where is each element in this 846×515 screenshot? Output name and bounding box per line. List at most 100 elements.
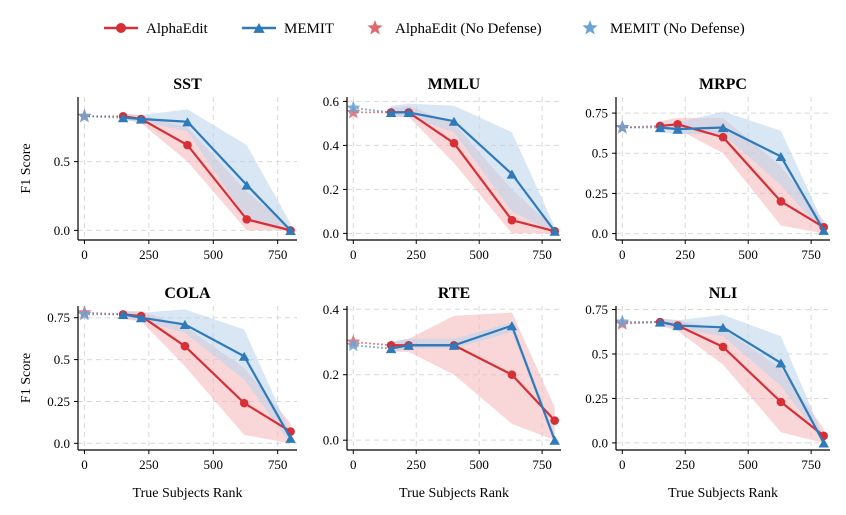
y-tick-label: 0.25 xyxy=(585,186,608,201)
alpha-point xyxy=(776,397,786,407)
memit-point xyxy=(385,107,397,117)
memit-point xyxy=(238,351,250,361)
y-tick-label: 0.2 xyxy=(323,367,339,382)
legend-label: MEMIT xyxy=(284,21,334,37)
subplot-grid: 0 250 500 750 0.0 0.5 SST F1 Score 0 250 500 750 0.0… xyxy=(19,76,830,501)
subplot-title: MMLU xyxy=(428,76,481,93)
subplot-title: SST xyxy=(173,76,202,93)
y-tick-label: 0.5 xyxy=(54,352,70,367)
legend-entry-2: MEMIT xyxy=(242,21,334,37)
alpha-no-defense-star xyxy=(346,104,361,119)
legend-entry-3: AlphaEdit (No Defense) xyxy=(367,20,542,37)
subplot-title: RTE xyxy=(438,285,470,302)
subplot-cola: 0 250 500 750 0.0 0.25 0.5 0.75 COLA F1 Score True… xyxy=(19,285,297,501)
x-tick-label: 250 xyxy=(139,247,159,262)
x-tick-label: 250 xyxy=(406,247,426,262)
x-axis-label: True Subjects Rank xyxy=(133,486,243,501)
y-tick-label: 0.5 xyxy=(592,347,608,362)
alpha-point xyxy=(550,416,560,425)
y-tick-label: 0.0 xyxy=(592,226,608,241)
memit-point xyxy=(654,123,666,133)
memit-point xyxy=(285,225,296,235)
subplot-nli: 0 250 500 750 0.0 0.25 0.5 0.75 NLI True Subjects… xyxy=(585,285,830,501)
x-tick-label: 250 xyxy=(406,457,426,472)
subplot-title: NLI xyxy=(709,285,737,302)
legend-entry-4: MEMIT (No Defense) xyxy=(582,20,745,37)
memit-point xyxy=(672,124,683,134)
x-tick-label: 500 xyxy=(204,247,224,262)
x-tick-label: 500 xyxy=(738,457,758,472)
x-tick-label: 500 xyxy=(469,247,489,262)
memit-confidence-band xyxy=(123,109,291,231)
alpha-point xyxy=(239,398,249,408)
memit-point xyxy=(117,113,129,123)
x-tick-label: 0 xyxy=(81,457,88,472)
memit-no-defense-star xyxy=(77,306,92,321)
memit-confidence-band xyxy=(123,309,291,444)
y-tick-label: 0.0 xyxy=(592,435,608,450)
legend-label: MEMIT (No Defense) xyxy=(610,21,745,37)
y-tick-label: 0.4 xyxy=(323,138,340,153)
x-tick-label: 0 xyxy=(350,457,357,472)
memit-point xyxy=(135,313,147,323)
alpha-point xyxy=(776,197,786,206)
memit-point xyxy=(717,123,729,133)
y-tick-label: 0.0 xyxy=(54,223,70,238)
y-tick-label: 0.0 xyxy=(323,226,339,241)
memit-point xyxy=(135,114,147,124)
y-axis-label: F1 Score xyxy=(19,143,34,193)
memit-point xyxy=(775,151,787,162)
memit-point xyxy=(179,319,191,329)
memit-no-defense-connector xyxy=(353,344,392,350)
x-tick-label: 0 xyxy=(619,457,626,472)
memit-point xyxy=(385,344,397,354)
alpha-point xyxy=(242,215,252,224)
memit-confidence-band xyxy=(660,111,824,234)
memit-point xyxy=(403,340,414,350)
subplot-rte: 0 250 500 750 0.0 0.2 0.4 RTE True Subjects Rank xyxy=(323,285,561,501)
x-tick-label: 750 xyxy=(532,457,552,472)
legend-label: AlphaEdit xyxy=(146,21,208,37)
x-tick-label: 750 xyxy=(268,247,288,262)
memit-point xyxy=(117,309,129,319)
alpha-point xyxy=(180,341,190,351)
y-axis-label: F1 Score xyxy=(19,353,34,403)
x-tick-label: 750 xyxy=(532,247,552,262)
y-tick-label: 0.5 xyxy=(54,154,70,169)
x-tick-label: 250 xyxy=(675,457,695,472)
legend-label: AlphaEdit (No Defense) xyxy=(395,21,542,37)
alpha-confidence-band xyxy=(123,311,291,444)
x-tick-label: 500 xyxy=(469,457,489,472)
subplot-mmlu: 0 250 500 750 0.0 0.2 0.4 0.6 MMLU xyxy=(323,76,561,262)
y-tick-label: 0.75 xyxy=(585,302,608,317)
memit-point xyxy=(403,107,414,117)
alpha-point xyxy=(673,120,682,129)
memit-point xyxy=(285,433,296,443)
legend-star-marker xyxy=(582,20,598,35)
subplot-title: COLA xyxy=(164,285,211,302)
x-axis-label: True Subjects Rank xyxy=(399,486,509,501)
memit-no-defense-star xyxy=(615,314,630,329)
x-tick-label: 750 xyxy=(268,457,288,472)
subplot-sst: 0 250 500 750 0.0 0.5 SST F1 Score xyxy=(19,76,297,262)
x-tick-label: 750 xyxy=(801,457,821,472)
legend-triangle-marker xyxy=(253,23,265,33)
memit-point xyxy=(654,317,666,327)
alpha-point xyxy=(507,370,517,380)
legend-entry-1: AlphaEdit xyxy=(104,21,208,37)
memit-no-defense-star xyxy=(346,100,361,115)
memit-point xyxy=(448,340,460,350)
x-tick-label: 250 xyxy=(675,247,695,262)
memit-point xyxy=(506,321,518,331)
memit-no-defense-star xyxy=(346,337,361,352)
alpha-point xyxy=(718,132,728,142)
memit-point xyxy=(818,225,829,235)
legend: AlphaEdit MEMIT AlphaEdit (No Defense) MEMI… xyxy=(104,20,745,37)
x-tick-label: 250 xyxy=(139,457,159,472)
memit-confidence-band xyxy=(391,103,555,234)
memit-confidence-band xyxy=(660,314,824,443)
y-tick-label: 0.75 xyxy=(585,106,608,121)
memit-point xyxy=(672,321,683,331)
y-tick-label: 0.25 xyxy=(585,391,608,406)
